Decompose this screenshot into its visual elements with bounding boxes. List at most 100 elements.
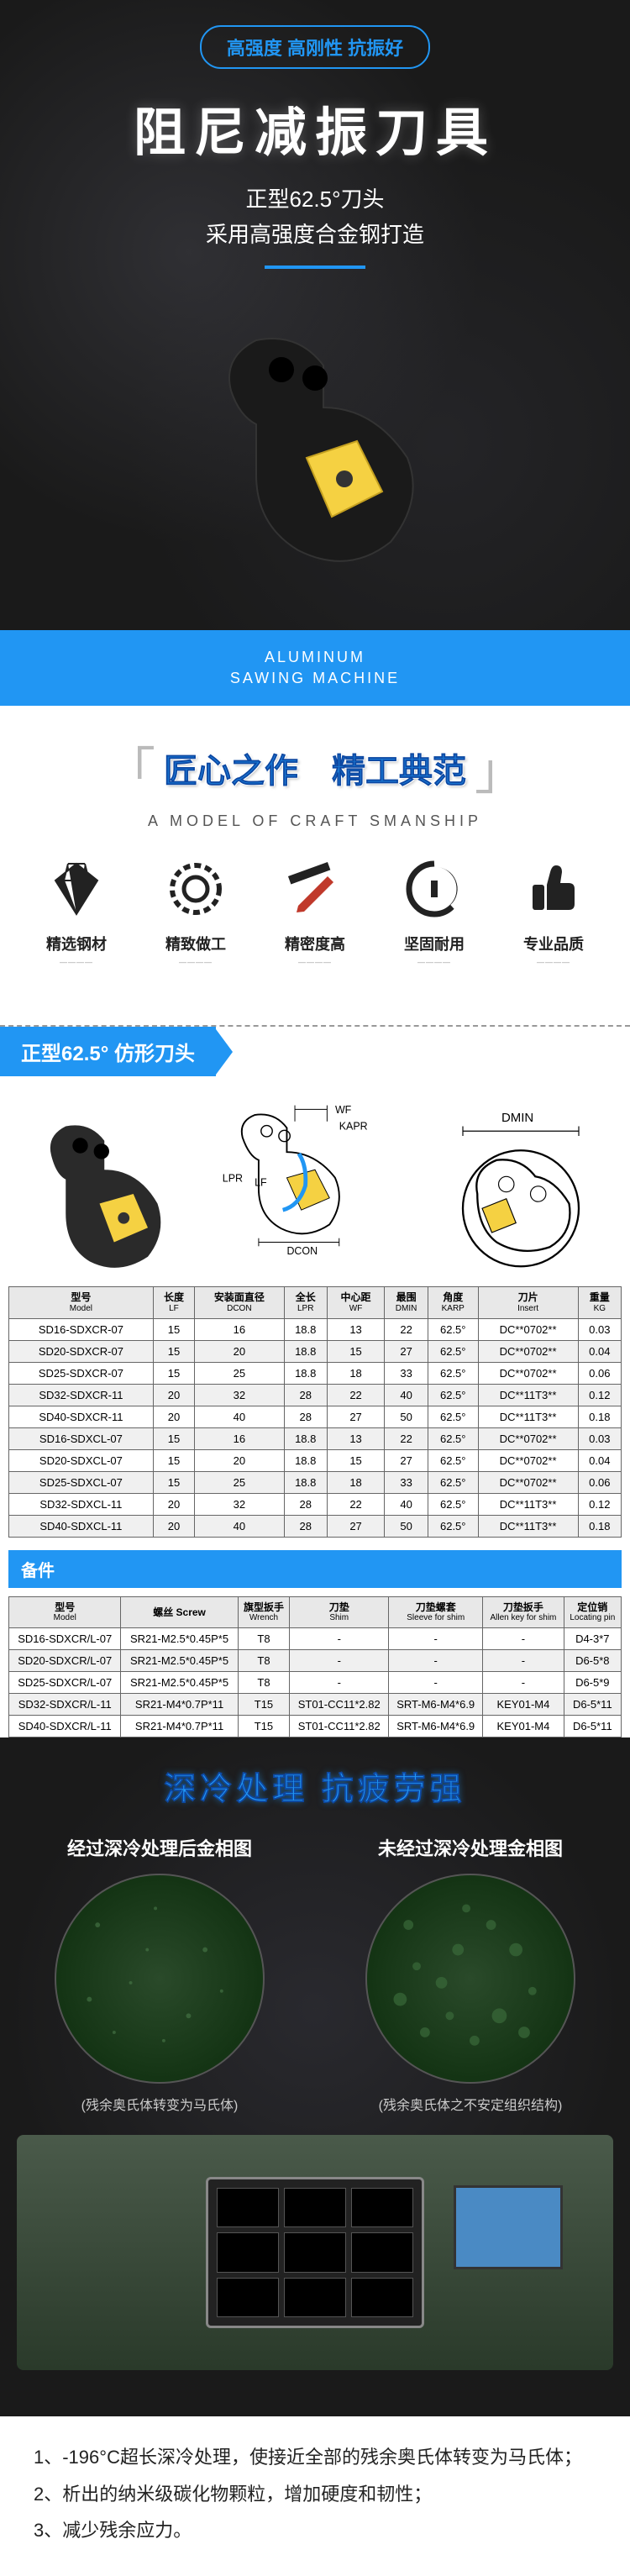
hero-title: 阻尼减振刀具 <box>0 90 630 166</box>
table-cell: SRT-M6-M4*6.9 <box>389 1694 483 1716</box>
table-row: SD25-SDXCR-07152518.8183362.5°DC**0702**… <box>9 1362 622 1384</box>
micrograph-untreated <box>365 1874 575 2084</box>
note-3: 3、减少残余应力。 <box>34 2515 596 2546</box>
diagram-photo <box>13 1097 206 1265</box>
table-cell: - <box>389 1628 483 1650</box>
table-cell: 20 <box>153 1493 194 1515</box>
table-cell: 50 <box>385 1406 428 1427</box>
blue-banner: ALUMINUM SAWING MACHINE <box>0 630 630 706</box>
cold-label-left: 经过深冷处理后金相图 <box>17 1834 302 1861</box>
table-cell: - <box>389 1672 483 1694</box>
table-header: 刀垫螺套Sleeve for shim <box>389 1596 483 1627</box>
table-cell: 62.5° <box>428 1493 478 1515</box>
svg-text:WF: WF <box>335 1105 352 1117</box>
table-header: 旗型扳手Wrench <box>238 1596 290 1627</box>
table-cell: 15 <box>153 1318 194 1340</box>
table-cell: T8 <box>238 1628 290 1650</box>
hero-subtitle-1: 正型62.5°刀头 <box>0 182 630 213</box>
bracket-left: 「 <box>105 731 155 804</box>
table-cell: SR21-M4*0.7P*11 <box>121 1716 238 1737</box>
table-cell: DC**0702** <box>478 1471 578 1493</box>
table-cell: 15 <box>153 1449 194 1471</box>
table-row: SD40-SDXCL-11204028275062.5°DC**11T3**0.… <box>9 1515 622 1537</box>
table-row: SD40-SDXCR-11204028275062.5°DC**11T3**0.… <box>9 1406 622 1427</box>
table-header: 螺丝 Screw <box>121 1596 238 1627</box>
table-cell: 22 <box>385 1318 428 1340</box>
feature-4: 专业品质 ———— <box>494 855 613 966</box>
table-cell: 22 <box>327 1384 384 1406</box>
table-cell: SR21-M2.5*0.45P*5 <box>121 1650 238 1672</box>
table-cell: DC**0702** <box>478 1318 578 1340</box>
table-cell: 0.03 <box>578 1318 621 1340</box>
table-header: 中心距WF <box>327 1287 384 1318</box>
feature-label: 精致做工 <box>136 933 255 954</box>
micrograph-treated <box>55 1874 265 2084</box>
table-cell: 0.12 <box>578 1384 621 1406</box>
table-cell: 13 <box>327 1318 384 1340</box>
table-cell: 62.5° <box>428 1384 478 1406</box>
table-cell: 15 <box>153 1427 194 1449</box>
cold-caption-left: (残余奥氏体转变为马氏体) <box>17 2094 302 2114</box>
table-cell: DC**0702** <box>478 1340 578 1362</box>
table-cell: DC**0702** <box>478 1362 578 1384</box>
table-cell: 62.5° <box>428 1515 478 1537</box>
table-cell: 62.5° <box>428 1406 478 1427</box>
hero-badge: 高强度 高刚性 抗振好 <box>200 25 430 69</box>
cold-col-left: 经过深冷处理后金相图 (残余奥氏体转变为马氏体) <box>17 1834 302 2114</box>
table-cell: - <box>389 1650 483 1672</box>
table-cell: DC**11T3** <box>478 1515 578 1537</box>
table-header: 最围DMIN <box>385 1287 428 1318</box>
table-cell: 18.8 <box>284 1340 327 1362</box>
table-cell: 27 <box>385 1340 428 1362</box>
table-header: 重量KG <box>578 1287 621 1318</box>
feature-1: 精致做工 ———— <box>136 855 255 966</box>
table-cell: DC**11T3** <box>478 1406 578 1427</box>
table-cell: ST01-CC11*2.82 <box>290 1694 389 1716</box>
table-cell: KEY01-M4 <box>483 1694 564 1716</box>
pen-ruler-icon <box>281 855 349 923</box>
table-cell: SD32-SDXCR-11 <box>9 1384 154 1406</box>
table-cell: 0.12 <box>578 1493 621 1515</box>
table-cell: 27 <box>327 1515 384 1537</box>
table-cell: 18 <box>327 1362 384 1384</box>
feature-label: 坚固耐用 <box>375 933 494 954</box>
notes-section: 1、-196°C超长深冷处理，使接近全部的残余奥氏体转变为马氏体； 2、析出的纳… <box>0 2416 630 2576</box>
table-header: 型号Model <box>9 1596 121 1627</box>
feature-label: 精选钢材 <box>17 933 136 954</box>
svg-text:DMIN: DMIN <box>501 1111 533 1125</box>
spec-tab: 正型62.5° 仿形刀头 <box>0 1027 216 1076</box>
table-cell: SRT-M6-M4*6.9 <box>389 1716 483 1737</box>
feature-sub: ———— <box>17 958 136 966</box>
svg-text:LPR: LPR <box>223 1173 243 1185</box>
table-cell: SD40-SDXCR-11 <box>9 1406 154 1427</box>
table-cell: SR21-M2.5*0.45P*5 <box>121 1628 238 1650</box>
table-cell: T8 <box>238 1650 290 1672</box>
table-cell: 22 <box>327 1493 384 1515</box>
table-cell: 0.03 <box>578 1427 621 1449</box>
table2-wrap: 型号Model螺丝 Screw旗型扳手Wrench刀垫Shim刀垫螺套Sleev… <box>0 1596 630 1737</box>
table-row: SD16-SDXCL-07151618.8132262.5°DC**0702**… <box>9 1427 622 1449</box>
table-header: 刀垫扳手Allen key for shim <box>483 1596 564 1627</box>
table-header: 刀片Insert <box>478 1287 578 1318</box>
table-cell: DC**0702** <box>478 1427 578 1449</box>
diagram-technical: WF KAPR LPR LF DCON <box>218 1097 412 1265</box>
hero-divider <box>265 265 365 269</box>
table-cell: 16 <box>195 1427 284 1449</box>
cold-compare-row: 经过深冷处理后金相图 (残余奥氏体转变为马氏体) 未经过深冷处理金相图 (残余奥… <box>17 1834 613 2114</box>
craft-title: 匠心之作 精工典范 <box>164 744 466 792</box>
feature-2: 精密度高 ———— <box>255 855 375 966</box>
table-row: SD16-SDXCR-07151618.8132262.5°DC**0702**… <box>9 1318 622 1340</box>
cold-section: 深冷处理 抗疲劳强 经过深冷处理后金相图 (残余奥氏体转变为马氏体) 未经过深冷… <box>0 1737 630 2416</box>
table-cell: 20 <box>153 1406 194 1427</box>
table-cell: 18.8 <box>284 1471 327 1493</box>
table-cell: 15 <box>153 1471 194 1493</box>
table-cell: 0.06 <box>578 1362 621 1384</box>
table-cell: KEY01-M4 <box>483 1716 564 1737</box>
cold-col-right: 未经过深冷处理金相图 (残余奥氏体之不安定组织结构) <box>328 1834 613 2114</box>
table-cell: D6-5*11 <box>564 1716 621 1737</box>
table-cell: 32 <box>195 1384 284 1406</box>
table-cell: 15 <box>327 1340 384 1362</box>
table-cell: 62.5° <box>428 1318 478 1340</box>
diagrams-row: WF KAPR LPR LF DCON DMIN <box>0 1076 630 1286</box>
table-cell: - <box>483 1672 564 1694</box>
